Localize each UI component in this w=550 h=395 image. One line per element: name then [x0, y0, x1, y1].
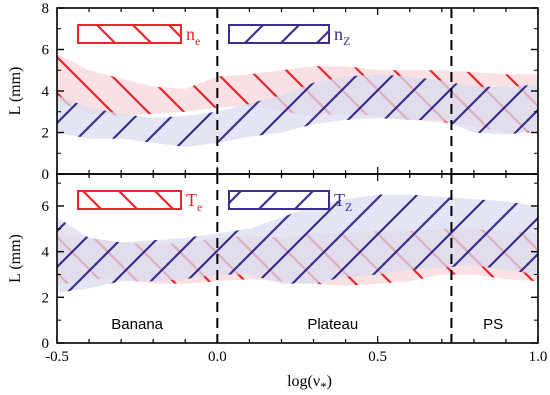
legend-label-sub: e	[195, 34, 200, 48]
legend-label-sub: Z	[343, 34, 350, 48]
legend-swatch-hatch	[78, 25, 181, 43]
x-axis-title-close: )	[327, 373, 332, 390]
x-tick-label: 0.0	[208, 349, 227, 365]
x-tick-label: 0.5	[368, 349, 387, 365]
legend-label-main: T	[334, 190, 345, 210]
y-tick-label: 0	[42, 167, 50, 183]
region-label: Banana	[111, 316, 163, 333]
legend-label: TZ	[334, 190, 352, 214]
region-label: Plateau	[307, 316, 358, 333]
legend-entry: Te	[77, 190, 202, 214]
legend-label-sub: e	[197, 200, 202, 214]
region-label: PS	[483, 316, 503, 333]
y-axis-title: L (mm)	[7, 67, 24, 116]
y-tick-label: 6	[42, 199, 50, 215]
legend-swatch-hatch	[229, 191, 329, 209]
legend-label-main: n	[186, 24, 195, 44]
legend-label-main: n	[334, 24, 343, 44]
legend-entry: ne	[77, 24, 200, 48]
x-axis-title: log(ν*)	[287, 373, 332, 394]
legend-label: Te	[186, 190, 202, 214]
y-tick-label: 2	[42, 126, 50, 142]
y-tick-label: 4	[42, 84, 50, 100]
y-tick-label: 2	[42, 290, 50, 306]
y-tick-label: 8	[42, 1, 50, 17]
y-axis-title: L (mm)	[7, 234, 24, 283]
legend-entry: nZ	[228, 24, 350, 48]
series-TZ-band-hatch	[57, 194, 538, 293]
legend-label: ne	[186, 24, 200, 48]
y-tick-label: 4	[42, 245, 50, 261]
y-tick-label: 6	[42, 43, 50, 59]
y-tick-label: 0	[42, 336, 50, 352]
legend-label: nZ	[334, 24, 350, 48]
legend-swatch-hatch	[78, 191, 181, 209]
plot-frame	[56, 173, 539, 344]
x-tick-label: -0.5	[45, 349, 69, 365]
x-axis-title-sub: *	[320, 379, 327, 394]
legend-label-main: T	[186, 190, 197, 210]
legend-swatch-hatch	[229, 25, 329, 43]
legend-entry: TZ	[228, 190, 352, 214]
legend-label-sub: Z	[345, 200, 352, 214]
x-axis-title-main: log(ν	[287, 373, 320, 390]
series-nZ-band-hatch	[57, 74, 538, 147]
x-tick-label: 1.0	[529, 349, 548, 365]
